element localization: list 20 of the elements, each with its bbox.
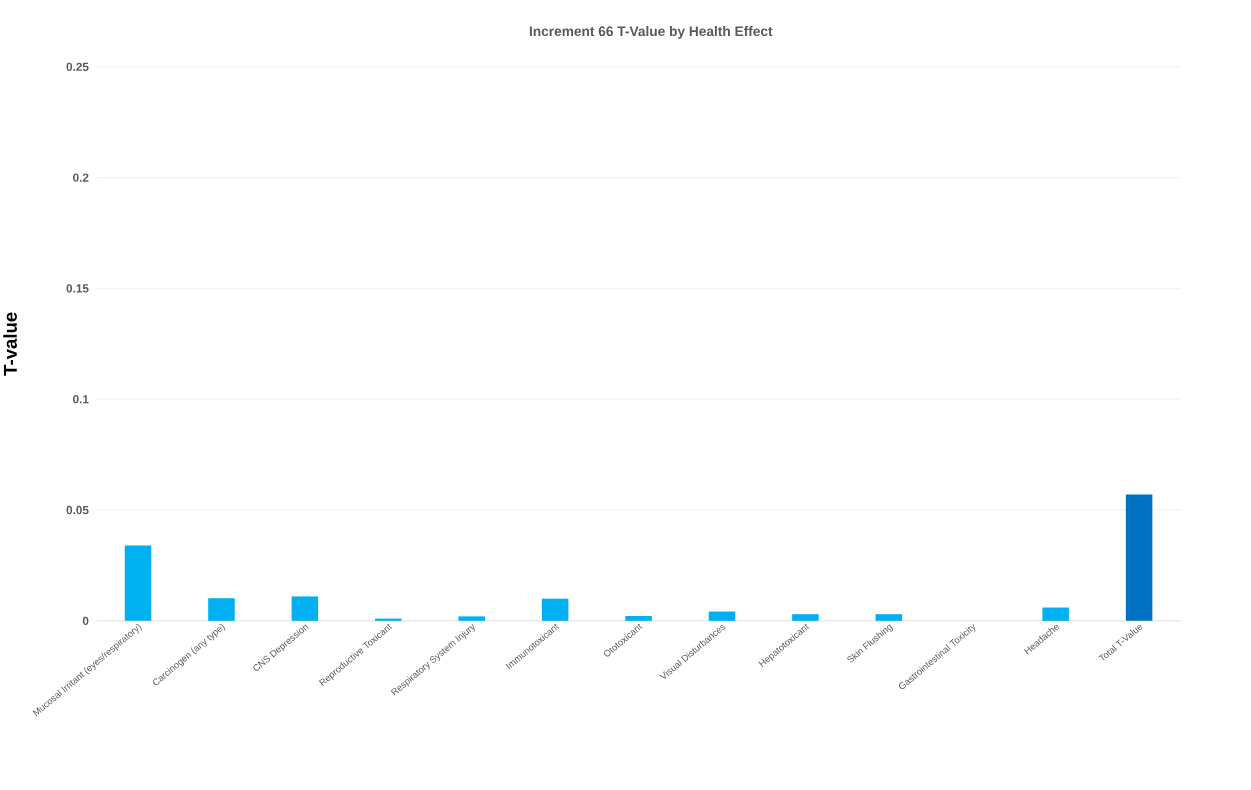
y-tick-label: 0.25 (66, 62, 89, 72)
bar (1125, 494, 1153, 621)
bar (375, 618, 402, 621)
bar (708, 611, 736, 621)
bar (792, 614, 819, 621)
bar (208, 598, 235, 621)
bar (458, 616, 485, 621)
chart-title: Increment 66 T-Value by Health Effect (529, 26, 773, 39)
bar (291, 596, 319, 621)
y-tick-label: 0 (82, 616, 89, 626)
bar (1042, 607, 1069, 621)
y-tick-label: 0.1 (73, 395, 89, 404)
bar (875, 614, 903, 621)
y-tick-label: 0.15 (66, 284, 89, 293)
bar (541, 598, 569, 621)
y-axis-title: T-value (3, 312, 17, 376)
y-tick-label: 0.2 (73, 173, 89, 182)
y-tick-label: 0.05 (66, 505, 89, 515)
bar (124, 545, 152, 621)
bar (625, 616, 652, 621)
